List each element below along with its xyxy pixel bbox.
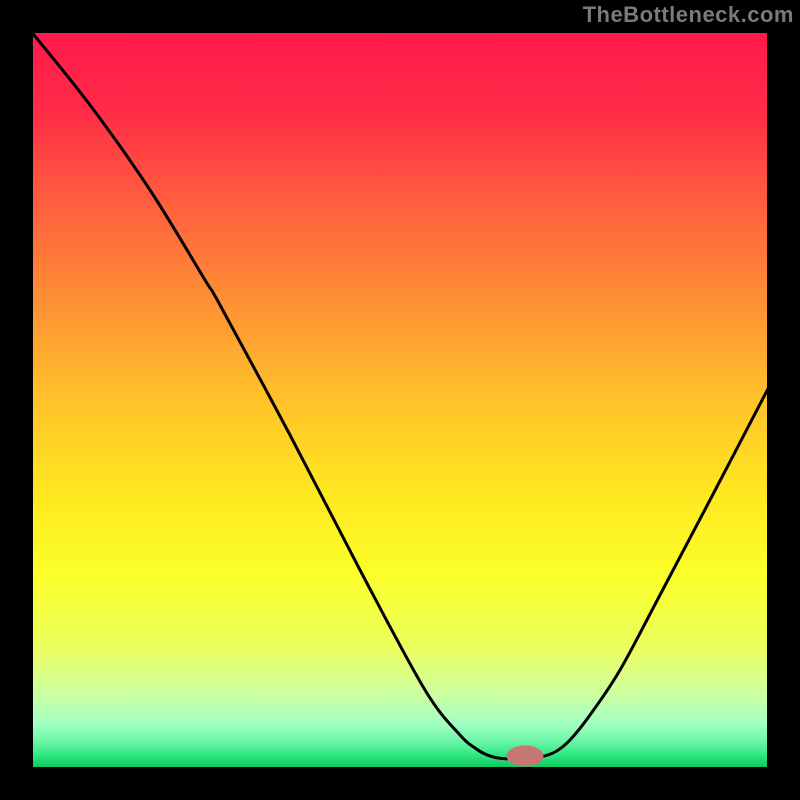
- watermark-text: TheBottleneck.com: [583, 2, 794, 28]
- plot-border: [30, 30, 770, 770]
- plot-area: [30, 30, 770, 770]
- chart-frame: TheBottleneck.com: [0, 0, 800, 800]
